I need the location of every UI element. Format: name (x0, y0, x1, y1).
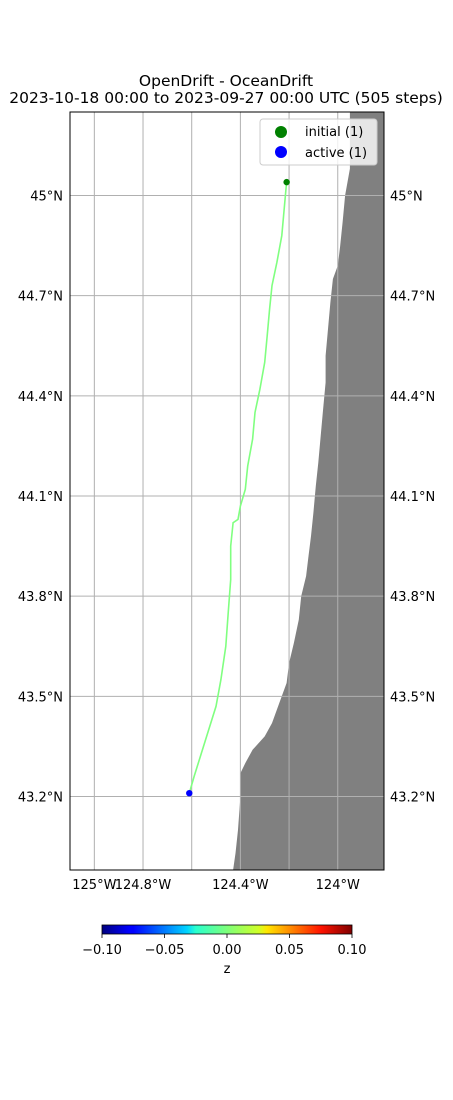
drift-trajectory (188, 182, 288, 794)
lon-tick-label: 124.8°W (115, 878, 172, 893)
map-frame (69, 111, 385, 871)
colorbar-tick-label: −0.10 (82, 943, 122, 958)
land-mass (233, 112, 384, 870)
colorbar-tick-label: 0.05 (275, 943, 304, 958)
map-area: 43.2°N 43.5°N 43.8°N 44.1°N 44.4°N 44.7°N 45°N… (18, 111, 435, 893)
gridlines (70, 112, 384, 870)
colorbar-gradient (101, 924, 353, 935)
lat-tick-label-right: 43.2°N (390, 791, 435, 806)
colorbar-tick-label: −0.05 (145, 943, 185, 958)
lon-tick-label: 124.4°W (212, 878, 269, 893)
colorbar-tick-label: 0.10 (338, 943, 367, 958)
lat-tick-label-left: 43.2°N (18, 791, 63, 806)
colorbar-tick-label: 0.00 (213, 943, 242, 958)
lon-tick-label: 124°W (316, 878, 360, 893)
colorbar: −0.10 −0.05 0.00 0.05 0.10 z (82, 924, 366, 977)
lat-tick-label-left: 44.4°N (18, 390, 63, 405)
lat-tick-label-left: 43.8°N (18, 590, 63, 605)
legend-box (259, 118, 378, 166)
lat-tick-label-left: 43.5°N (18, 690, 63, 705)
legend-active-label: active (1) (305, 146, 367, 161)
latitude-labels-left: 43.2°N 43.5°N 43.8°N 44.1°N 44.4°N 44.7°N 45°N (18, 189, 63, 805)
legend-active-marker (275, 146, 287, 158)
lat-tick-label-right: 43.8°N (390, 590, 435, 605)
lat-tick-label-left: 44.1°N (18, 490, 63, 505)
lat-tick-label-left: 45°N (30, 189, 63, 204)
chart-title: OpenDrift - OceanDrift (139, 72, 313, 90)
legend: initial (1) active (1) (259, 118, 378, 166)
legend-initial-marker (275, 126, 287, 138)
initial-position-marker (283, 178, 290, 186)
chart-subtitle: 2023-10-18 00:00 to 2023-09-27 00:00 UTC… (9, 89, 443, 107)
lat-tick-label-right: 44.1°N (390, 490, 435, 505)
lat-tick-label-left: 44.7°N (18, 290, 63, 305)
lon-tick-label: 125°W (72, 878, 116, 893)
latitude-labels-right: 43.2°N 43.5°N 43.8°N 44.1°N 44.4°N 44.7°N 45°N (390, 189, 435, 805)
colorbar-ticks: −0.10 −0.05 0.00 0.05 0.10 (82, 934, 366, 958)
lat-tick-label-right: 43.5°N (390, 690, 435, 705)
active-position-marker (186, 789, 193, 797)
lat-tick-label-right: 44.7°N (390, 290, 435, 305)
legend-initial-label: initial (1) (305, 125, 363, 140)
lat-tick-label-right: 44.4°N (390, 390, 435, 405)
colorbar-label: z (224, 962, 231, 977)
lat-tick-label-right: 45°N (390, 189, 423, 204)
